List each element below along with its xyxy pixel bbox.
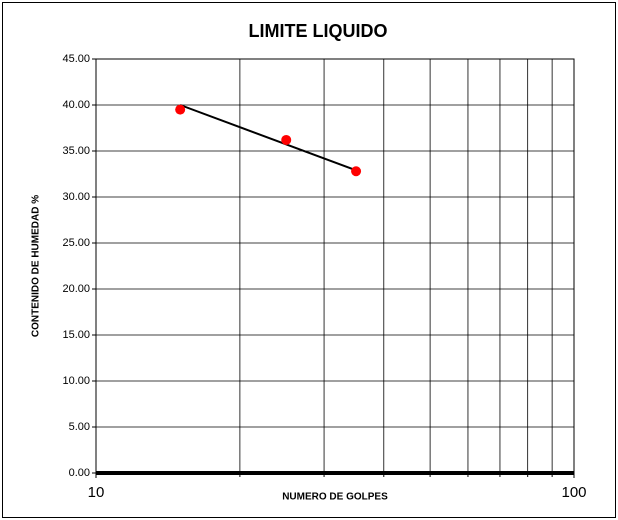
trend-line <box>179 104 357 172</box>
y-tick-label: 20.00 <box>62 283 90 295</box>
y-tick-label: 5.00 <box>69 421 90 433</box>
y-tick-label: 45.00 <box>62 53 90 65</box>
data-point <box>175 104 186 115</box>
y-tick-label: 40.00 <box>62 99 90 111</box>
data-point <box>351 166 362 177</box>
plot-area <box>95 58 575 474</box>
data-point <box>281 134 292 145</box>
y-tick-label: 30.00 <box>62 191 90 203</box>
y-axis-label: CONTENIDO DE HUMEDAD % <box>31 195 42 337</box>
y-tick-label: 15.00 <box>62 329 90 341</box>
chart-title: LIMITE LIQUIDO <box>249 21 388 41</box>
x-tick-label: 10 <box>88 484 105 501</box>
y-tick-label: 35.00 <box>62 145 90 157</box>
x-axis-label: NUMERO DE GOLPES <box>282 492 388 503</box>
x-tick-label: 100 <box>561 484 586 501</box>
y-tick-label: 25.00 <box>62 237 90 249</box>
y-tick-label: 10.00 <box>62 375 90 387</box>
y-tick-label: 0.00 <box>69 467 90 479</box>
